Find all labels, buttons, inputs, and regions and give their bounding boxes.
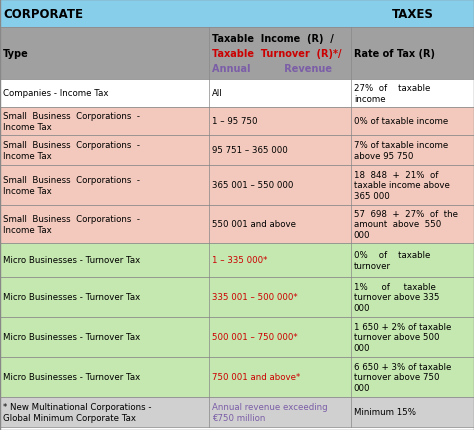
Text: 6 650 + 3% of taxable
turnover above 750
000: 6 650 + 3% of taxable turnover above 750… bbox=[354, 362, 451, 392]
Text: Micro Businesses - Turnover Tax: Micro Businesses - Turnover Tax bbox=[3, 293, 140, 302]
Text: 550 001 and above: 550 001 and above bbox=[211, 220, 296, 229]
Text: Taxable  Income  (R)  /: Taxable Income (R) / bbox=[211, 34, 333, 43]
Text: 1 650 + 2% of taxable
turnover above 500
000: 1 650 + 2% of taxable turnover above 500… bbox=[354, 322, 451, 352]
Text: Companies - Income Tax: Companies - Income Tax bbox=[3, 89, 109, 98]
Text: 57  698  +  27%  of  the
amount  above  550
000: 57 698 + 27% of the amount above 550 000 bbox=[354, 209, 458, 240]
Text: Micro Businesses - Turnover Tax: Micro Businesses - Turnover Tax bbox=[3, 373, 140, 381]
Text: 95 751 – 365 000: 95 751 – 365 000 bbox=[211, 146, 287, 155]
Text: All: All bbox=[211, 89, 222, 98]
Bar bbox=[0, 357, 474, 397]
Text: 7% of taxable income
above 95 750: 7% of taxable income above 95 750 bbox=[354, 141, 448, 160]
Bar bbox=[0, 80, 474, 108]
Text: 18  848  +  21%  of
taxable income above
365 000: 18 848 + 21% of taxable income above 365… bbox=[354, 171, 450, 200]
Text: Small  Business  Corporations  -
Income Tax: Small Business Corporations - Income Tax bbox=[3, 141, 140, 160]
Text: Type: Type bbox=[3, 49, 29, 59]
Bar bbox=[0, 108, 474, 136]
Text: 500 001 – 750 000*: 500 001 – 750 000* bbox=[211, 333, 297, 342]
Text: 0% of taxable income: 0% of taxable income bbox=[354, 117, 448, 126]
Text: CORPORATE: CORPORATE bbox=[3, 7, 83, 21]
Text: Micro Businesses - Turnover Tax: Micro Businesses - Turnover Tax bbox=[3, 333, 140, 342]
Text: Taxable  Turnover  (R)*/: Taxable Turnover (R)*/ bbox=[211, 49, 341, 59]
Text: 1 – 335 000*: 1 – 335 000* bbox=[211, 256, 267, 265]
Text: Minimum 15%: Minimum 15% bbox=[354, 408, 416, 417]
Bar bbox=[0, 136, 474, 166]
Text: Annual revenue exceeding
€750 million: Annual revenue exceeding €750 million bbox=[211, 402, 327, 422]
Bar bbox=[0, 243, 474, 277]
Text: Small  Business  Corporations  -
Income Tax: Small Business Corporations - Income Tax bbox=[3, 112, 140, 132]
Text: Annual          Revenue: Annual Revenue bbox=[211, 64, 331, 74]
Text: * New Multinational Corporations -
Global Minimum Corporate Tax: * New Multinational Corporations - Globa… bbox=[3, 402, 152, 422]
Bar bbox=[0, 206, 474, 243]
Bar bbox=[0, 277, 474, 317]
Text: Small  Business  Corporations  -
Income Tax: Small Business Corporations - Income Tax bbox=[3, 215, 140, 234]
Text: Rate of Tax (R): Rate of Tax (R) bbox=[354, 49, 435, 59]
Bar bbox=[0, 166, 474, 206]
Bar bbox=[0, 317, 474, 357]
Text: Small  Business  Corporations  -
Income Tax: Small Business Corporations - Income Tax bbox=[3, 176, 140, 195]
Bar bbox=[0, 0, 474, 28]
Bar bbox=[0, 397, 474, 427]
Text: Micro Businesses - Turnover Tax: Micro Businesses - Turnover Tax bbox=[3, 256, 140, 265]
Text: 365 001 – 550 000: 365 001 – 550 000 bbox=[211, 181, 293, 190]
Text: 335 001 – 500 000*: 335 001 – 500 000* bbox=[211, 293, 297, 302]
Text: 1%     of     taxable
turnover above 335
000: 1% of taxable turnover above 335 000 bbox=[354, 283, 439, 312]
Text: 1 – 95 750: 1 – 95 750 bbox=[211, 117, 257, 126]
Bar bbox=[0, 28, 474, 80]
Text: TAXES: TAXES bbox=[392, 7, 433, 21]
Text: 27%  of    taxable
income: 27% of taxable income bbox=[354, 84, 430, 104]
Text: 0%    of    taxable
turnover: 0% of taxable turnover bbox=[354, 251, 430, 270]
Text: 750 001 and above*: 750 001 and above* bbox=[211, 373, 300, 381]
